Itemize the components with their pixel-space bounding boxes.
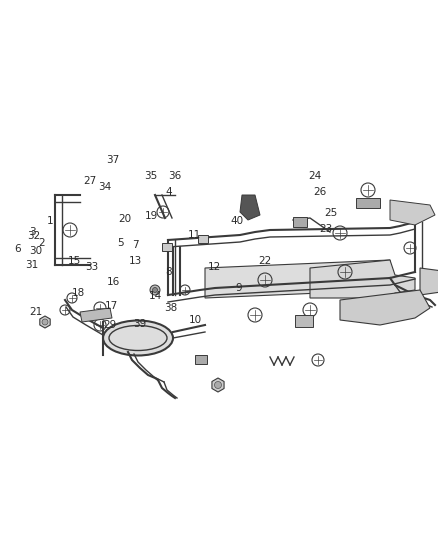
Circle shape [42,319,48,325]
Text: 18: 18 [72,288,85,298]
Text: 25: 25 [324,208,337,218]
Text: 3: 3 [29,227,36,237]
Text: 11: 11 [188,230,201,239]
Ellipse shape [103,320,173,356]
Polygon shape [340,290,430,325]
Text: 31: 31 [25,261,38,270]
Text: 27: 27 [83,176,96,186]
Bar [295,315,313,327]
Bar [293,217,307,227]
Text: 6: 6 [14,245,21,254]
Bar [195,355,207,364]
Text: 16: 16 [107,278,120,287]
Text: 14: 14 [149,291,162,301]
Polygon shape [310,260,415,298]
Text: 23: 23 [320,224,333,234]
Text: 26: 26 [313,187,326,197]
Text: 20: 20 [118,214,131,223]
Polygon shape [40,316,50,328]
Text: 24: 24 [309,171,322,181]
Text: 7: 7 [132,240,139,250]
Polygon shape [420,268,438,295]
Text: 1: 1 [47,216,54,226]
Text: 33: 33 [85,262,99,271]
Text: 36: 36 [169,171,182,181]
Bar [198,235,208,243]
Text: 38: 38 [164,303,177,313]
Polygon shape [240,195,260,220]
Text: 12: 12 [208,262,221,271]
Text: 19: 19 [145,211,158,221]
Text: 40: 40 [230,216,243,226]
Text: 32: 32 [28,231,41,241]
Bar [162,243,172,251]
Polygon shape [212,378,224,392]
Text: 15: 15 [68,256,81,266]
Text: 29: 29 [103,320,116,330]
Circle shape [150,285,160,295]
Text: 39: 39 [133,319,146,329]
Bar [356,198,380,208]
Text: 10: 10 [188,315,201,325]
Text: 30: 30 [29,246,42,255]
Text: 17: 17 [105,302,118,311]
Polygon shape [205,260,390,298]
Text: 2: 2 [38,238,45,247]
Text: 35: 35 [145,171,158,181]
Text: 8: 8 [165,267,172,277]
Text: 22: 22 [258,256,272,266]
Circle shape [215,382,222,389]
Circle shape [152,287,158,293]
Text: 13: 13 [129,256,142,266]
Text: 21: 21 [29,307,42,317]
Text: 9: 9 [235,283,242,293]
Polygon shape [80,308,112,322]
Text: 4: 4 [165,187,172,197]
Text: 37: 37 [106,155,120,165]
Text: 5: 5 [117,238,124,247]
Text: 34: 34 [99,182,112,191]
Polygon shape [390,200,435,225]
